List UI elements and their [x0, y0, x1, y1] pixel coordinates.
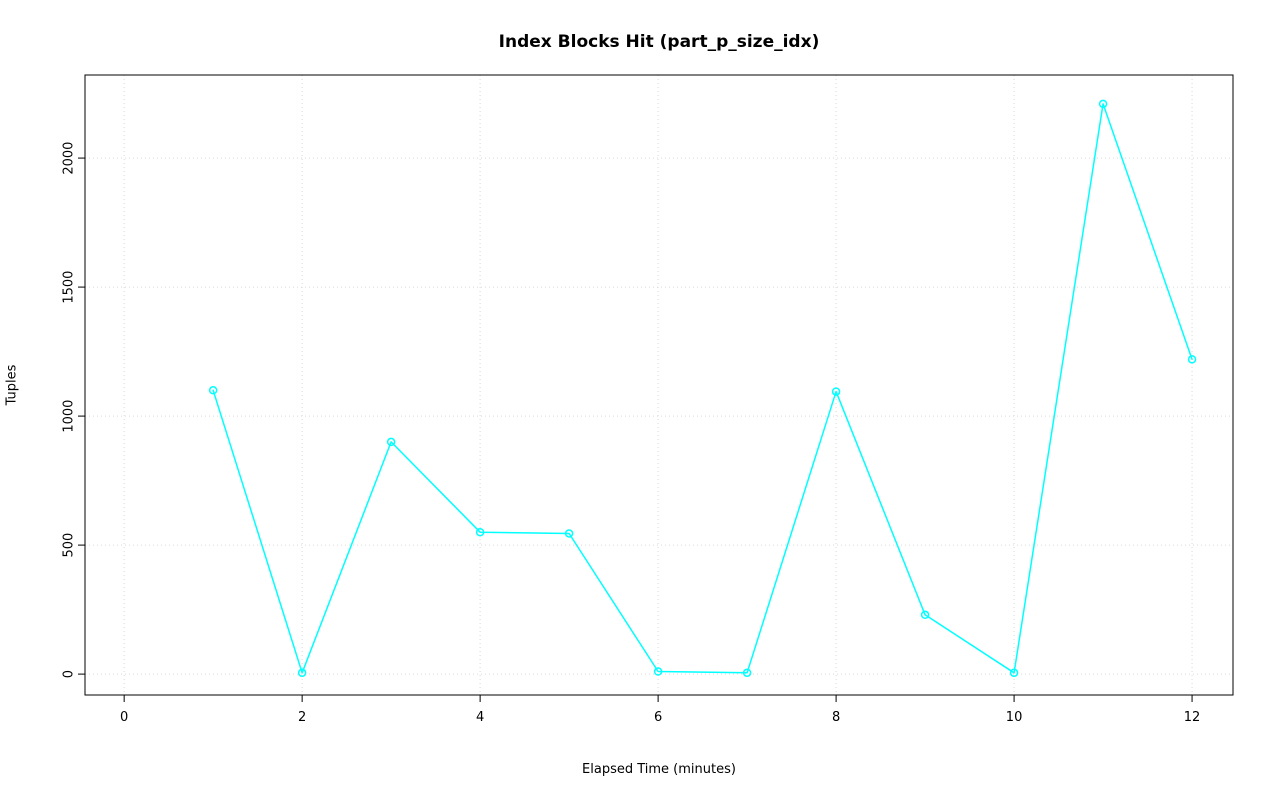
y-tick-label: 1000 — [62, 400, 77, 433]
y-tick-label: 500 — [62, 533, 77, 558]
y-tick-label: 1500 — [62, 271, 77, 304]
data-point — [653, 667, 663, 676]
y-tick-label: 2000 — [62, 142, 77, 175]
x-tick-label: 2 — [298, 710, 306, 725]
data-point — [831, 387, 841, 396]
chart-title: Index Blocks Hit (part_p_size_idx) — [498, 32, 820, 52]
y-axis-title: Tuples — [4, 364, 20, 406]
data-point — [475, 527, 485, 537]
data-point — [1009, 668, 1019, 678]
data-point — [297, 668, 307, 678]
data-point — [1187, 355, 1197, 364]
data-point — [386, 437, 396, 447]
plot-border — [84, 74, 1234, 696]
x-tick-label: 8 — [832, 710, 840, 725]
x-tick-label: 6 — [654, 710, 662, 725]
x-tick-label: 12 — [1184, 710, 1201, 725]
data-line — [212, 103, 1193, 674]
x-tick-label: 10 — [1006, 710, 1023, 725]
x-tick-label: 0 — [120, 710, 128, 725]
data-point — [1098, 99, 1108, 109]
data-point — [564, 529, 574, 538]
y-tick-label: 0 — [62, 670, 77, 678]
x-tick-label: 4 — [476, 710, 484, 725]
data-point — [208, 386, 218, 395]
data-point — [920, 610, 930, 620]
data-point — [742, 668, 752, 678]
x-axis-title: Elapsed Time (minutes) — [582, 762, 736, 777]
